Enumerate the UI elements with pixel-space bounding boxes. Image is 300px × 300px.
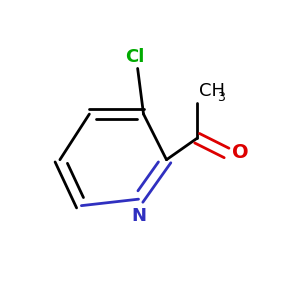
Text: CH: CH — [199, 82, 225, 100]
Text: O: O — [232, 143, 248, 162]
Text: N: N — [131, 206, 146, 224]
Text: Cl: Cl — [125, 48, 144, 66]
Text: 3: 3 — [217, 92, 225, 104]
